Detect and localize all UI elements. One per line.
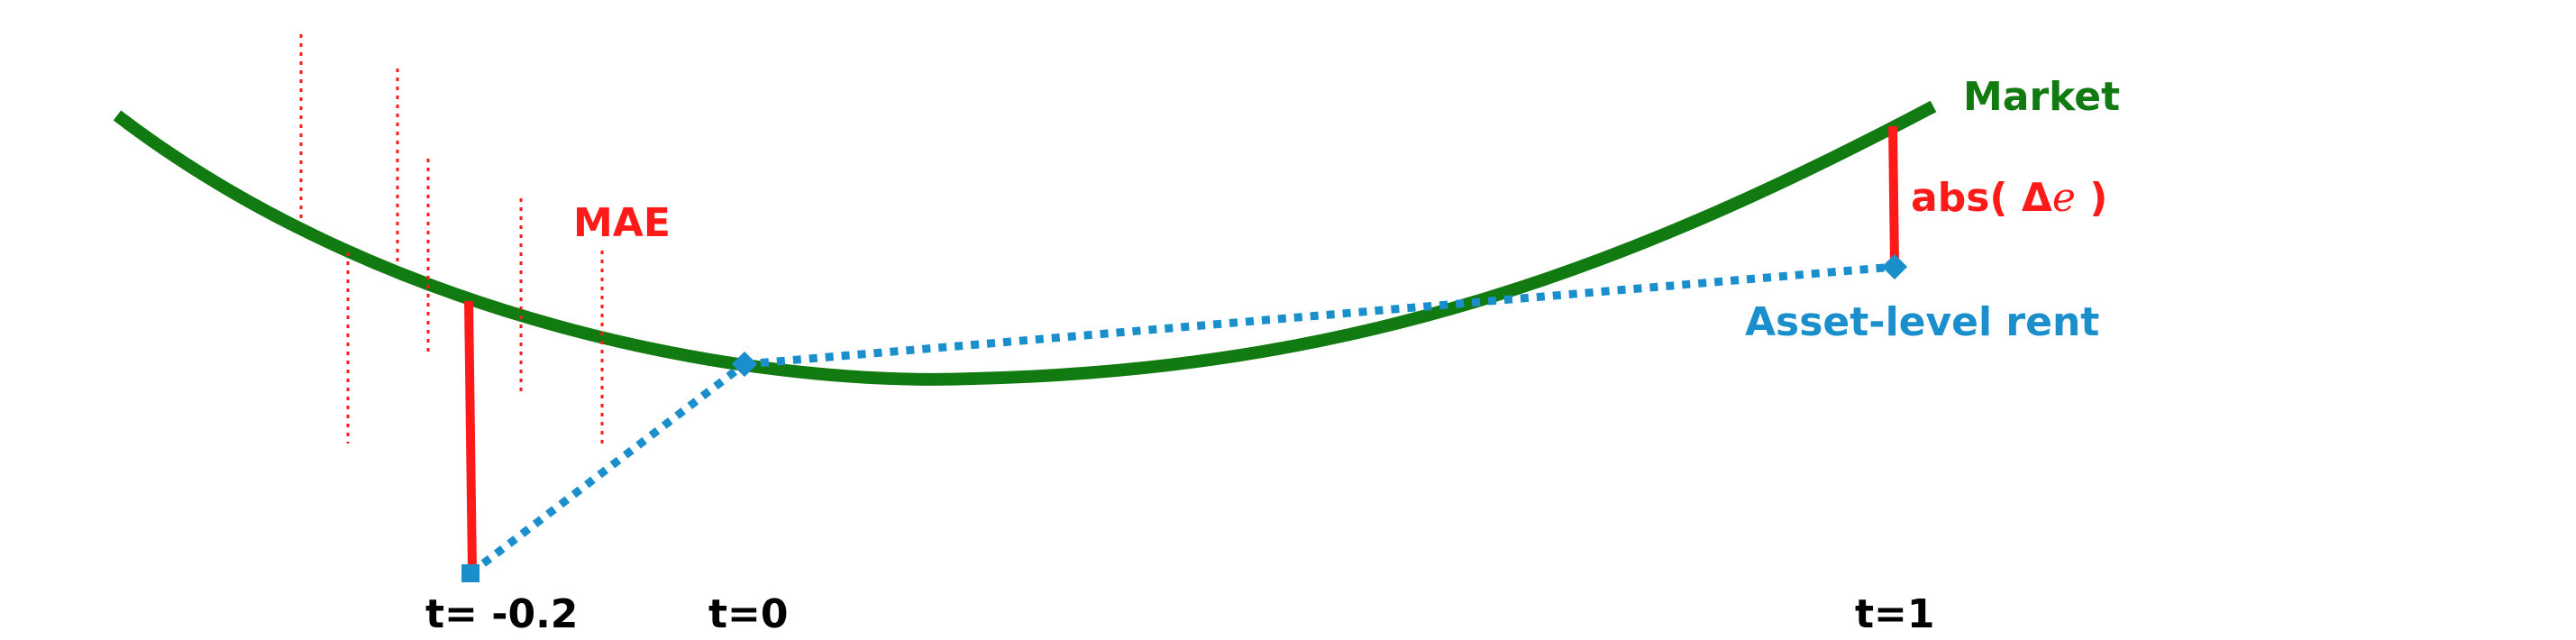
abs-prefix: abs( (1911, 175, 2022, 221)
abs-delta-e-label: abs( Δe ) (1911, 175, 2107, 221)
t-0-label: t=0 (708, 591, 789, 637)
market-label: Market (1963, 74, 2120, 120)
asset-point-marker (731, 351, 758, 378)
asset-point-marker (1881, 253, 1908, 280)
asset-rent-segment (744, 262, 1895, 369)
mae-label: MAE (573, 200, 671, 246)
t-minus-02-label: t= -0.2 (425, 591, 578, 637)
error-line-t-minus-02 (464, 300, 477, 572)
asset-point-marker (461, 564, 480, 582)
error-line-t-1 (1888, 125, 1899, 266)
t-1-label: t=1 (1855, 591, 1935, 637)
abs-delta: Δ (2022, 175, 2052, 221)
abs-suffix: ) (2076, 175, 2107, 221)
mae-history-lines (299, 34, 604, 445)
asset-level-rent-path (468, 262, 1895, 577)
asset-rent-segment (468, 361, 747, 577)
asset-level-rent-label: Asset-level rent (1745, 299, 2099, 345)
market-curve (113, 100, 1937, 386)
abs-e: e (2052, 175, 2076, 221)
